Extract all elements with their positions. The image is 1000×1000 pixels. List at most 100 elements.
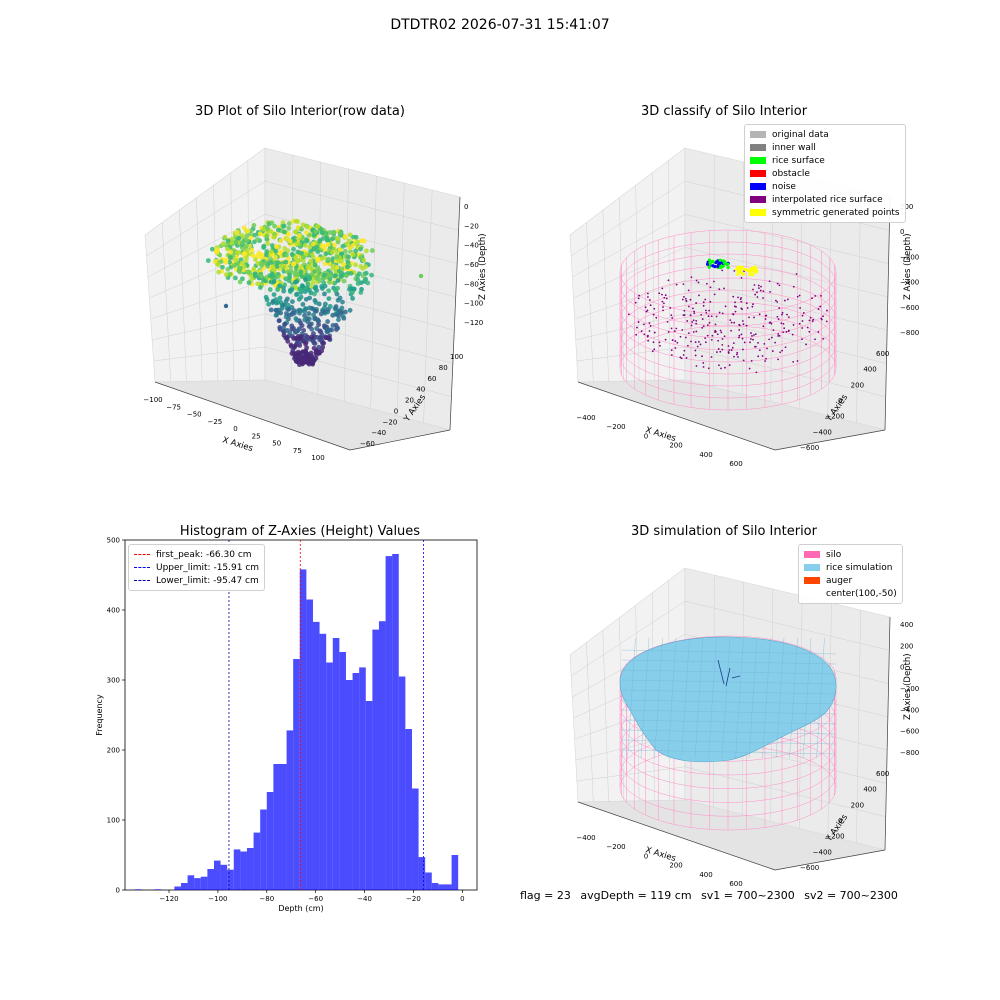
scatter-point: [314, 268, 320, 274]
scatter-point: [280, 302, 286, 308]
interpolated-point: [715, 315, 718, 318]
scatter-point: [285, 302, 291, 308]
interpolated-point: [727, 352, 730, 354]
histogram-bar: [286, 730, 294, 890]
simulation-z-tick-labels: 400 200 0 −200 −400 −600 −800: [900, 621, 919, 757]
classify-interpolated-points: [627, 264, 828, 374]
interpolated-point: [755, 371, 758, 374]
scatter-point: [254, 237, 260, 242]
interpolated-point: [710, 315, 713, 318]
classify-y-tick-label: 400: [863, 366, 876, 374]
interpolated-point: [738, 336, 740, 339]
interpolated-point: [826, 309, 828, 312]
raw-z-axis-line: [449, 196, 461, 431]
scatter-point: [344, 264, 350, 270]
interpolated-point: [786, 298, 789, 301]
interpolated-point: [683, 314, 686, 316]
classify-x-tick-label: 200: [669, 442, 682, 450]
scatter-point: [312, 298, 318, 303]
symmetric-point: [753, 269, 757, 273]
interpolated-point: [735, 305, 737, 308]
scatter-point: [329, 327, 335, 333]
raw-z-tick-label: −60: [464, 261, 479, 269]
interpolated-point: [702, 366, 705, 368]
legend-entry: symmetric generated points: [750, 206, 900, 219]
raw-y-tick-label: 100: [450, 353, 463, 361]
interpolated-point: [694, 341, 697, 344]
interpolated-point: [707, 315, 710, 318]
scatter-point: [316, 344, 322, 350]
scatter-point: [321, 340, 327, 346]
legend-entry: Lower_limit: -95.47 cm: [134, 574, 259, 587]
scatter-point: [347, 286, 352, 292]
scatter-point: [268, 228, 273, 234]
scatter-point: [223, 272, 229, 277]
interpolated-point: [770, 336, 773, 339]
scatter-point: [327, 272, 332, 278]
interpolated-point: [694, 354, 697, 357]
scatter-point: [325, 328, 331, 334]
histogram-bar: [425, 872, 432, 890]
histogram-chart: −120 −100 −80 −60 −40 −20 0 0 100 200 300 400 500 D…: [95, 537, 478, 913]
interpolated-point: [695, 322, 698, 325]
scatter-point: [249, 247, 255, 253]
scatter-point: [297, 307, 303, 313]
simulation-y-tick-label: 0: [838, 817, 842, 825]
interpolated-point: [724, 305, 727, 308]
legend-label: first_peak: -66.30 cm: [156, 549, 252, 560]
interpolated-point: [740, 276, 743, 279]
scatter-point: [241, 251, 247, 257]
mesh-line: [721, 637, 731, 759]
scatter-point: [287, 287, 293, 293]
histogram-bar: [220, 864, 228, 890]
interpolated-point: [759, 289, 762, 292]
interpolated-point: [762, 297, 764, 299]
interpolated-point: [749, 341, 751, 344]
interpolated-point: [777, 333, 780, 335]
raw-x-tick-label: 25: [252, 432, 261, 440]
mesh-line: [681, 637, 690, 759]
legend-label: silo: [826, 549, 842, 560]
histogram-bar: [411, 788, 419, 890]
interpolated-point: [801, 327, 804, 329]
interpolated-point: [769, 321, 772, 324]
interpolated-point: [757, 355, 760, 358]
interpolated-point: [706, 334, 709, 337]
interpolated-point: [769, 290, 771, 293]
scatter-point: [227, 255, 233, 261]
interpolated-point: [771, 350, 774, 352]
interpolated-point: [686, 320, 689, 322]
interpolated-point: [649, 299, 651, 301]
interpolated-point: [711, 334, 714, 337]
scatter-point: [308, 248, 314, 254]
scatter-point: [363, 270, 369, 276]
scatter-point: [257, 231, 263, 237]
gridline: [370, 175, 377, 409]
interpolated-point: [701, 318, 704, 320]
histogram-bar: [312, 621, 320, 890]
scatter-point: [310, 280, 316, 286]
raw-x-axis-label: X Axies: [221, 435, 254, 454]
symmetric-point: [739, 267, 744, 271]
scatter-point: [361, 257, 367, 263]
legend-label: noise: [772, 181, 796, 192]
interpolated-point: [670, 314, 673, 317]
scatter-point: [331, 263, 336, 269]
scatter-point: [292, 344, 297, 350]
scatter-point: [358, 255, 363, 260]
interpolated-point: [719, 350, 722, 353]
interpolated-point: [681, 298, 684, 301]
classify-x-tick-label: 0: [644, 432, 648, 440]
rice-surface-point: [705, 262, 710, 266]
scatter-point: [364, 248, 369, 254]
scatter-point: [263, 252, 269, 257]
scatter-point: [306, 287, 312, 293]
interpolated-point: [710, 356, 713, 358]
interpolated-point: [748, 316, 750, 319]
legend-swatch: [750, 157, 766, 164]
interpolated-point: [699, 343, 702, 346]
interpolated-point: [754, 293, 757, 296]
scatter-point: [288, 268, 294, 274]
interpolated-point: [783, 299, 786, 302]
scatter-point: [237, 265, 242, 271]
